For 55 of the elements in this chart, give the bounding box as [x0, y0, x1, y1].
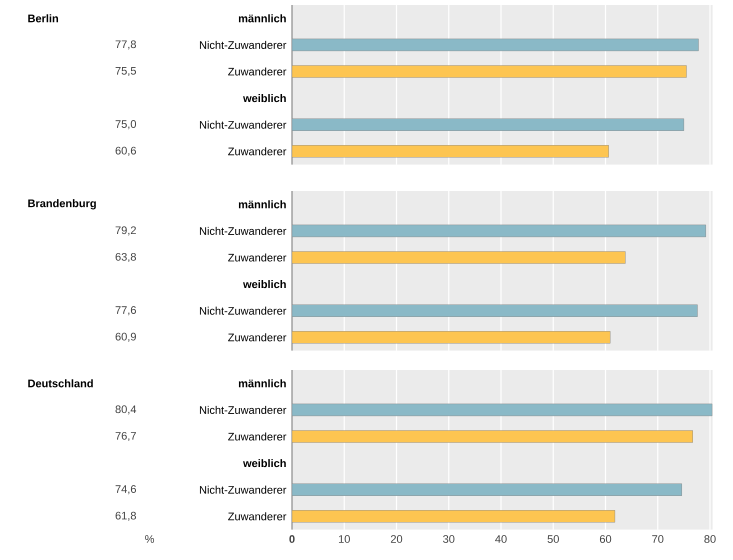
text: Berlin — [28, 14, 58, 22]
bar — [292, 430, 693, 443]
bar — [292, 484, 682, 496]
y-tick-label: Zuwanderer — [228, 512, 286, 520]
y-tick-label: Nicht-Zuwanderer — [200, 226, 286, 235]
x-tick-label: 80 — [704, 535, 716, 543]
data-label: 76,7 — [116, 432, 136, 442]
data-label: 74,6 — [116, 485, 136, 494]
y-tick-label: männlich — [238, 14, 286, 22]
data-label: 75,0 — [116, 120, 136, 130]
x-tick-label: 0 — [289, 535, 295, 543]
bar — [292, 304, 698, 317]
bar — [292, 224, 706, 238]
data-label: 79,2 — [116, 226, 136, 236]
bar — [292, 38, 699, 52]
bar — [292, 404, 712, 416]
data-label: 75,5 — [116, 67, 136, 76]
y-tick-label: Nicht-Zuwanderer — [200, 406, 286, 414]
y-tick-label: weiblich — [243, 459, 286, 468]
bar — [292, 510, 616, 522]
bar — [292, 251, 626, 264]
data-label: 80,4 — [116, 405, 136, 414]
y-tick-label: männlich — [238, 379, 286, 388]
y-tick-label: Nicht-Zuwanderer — [200, 306, 286, 315]
bar — [292, 65, 687, 78]
x-tick-label: 70 — [652, 535, 664, 543]
y-tick-label: Nicht-Zuwanderer — [200, 486, 286, 494]
x-tick-label: 50 — [548, 535, 559, 543]
x-tick-label: 30 — [443, 535, 454, 543]
y-tick-label: weiblich — [243, 94, 286, 102]
text: Deutschland — [28, 379, 93, 388]
data-label: 77,8 — [116, 40, 136, 50]
data-label: 60,6 — [116, 146, 136, 156]
data-label: 77,6 — [116, 306, 136, 316]
bar — [292, 145, 609, 158]
y-tick-label: Nicht-Zuwanderer — [200, 40, 286, 49]
y-tick-label: Zuwanderer — [228, 432, 286, 441]
x-tick-label: 10 — [338, 535, 350, 543]
y-tick-label: Zuwanderer — [228, 67, 286, 76]
x-tick-label: 40 — [495, 535, 507, 543]
y-tick-label: Nicht-Zuwanderer — [200, 120, 286, 129]
data-label: 61,8 — [116, 512, 136, 521]
y-tick-label: Zuwanderer — [228, 253, 286, 262]
y-tick-label: Zuwanderer — [228, 333, 286, 342]
data-label: 63,8 — [116, 252, 136, 262]
text: Brandenburg — [28, 199, 96, 210]
y-tick-label: Zuwanderer — [228, 147, 286, 156]
x-axis-title: % — [145, 535, 154, 543]
bar — [292, 118, 684, 131]
bar — [292, 331, 610, 344]
x-tick-label: 60 — [600, 535, 612, 543]
data-label: 60,9 — [116, 332, 136, 342]
y-tick-label: weiblich — [243, 280, 286, 288]
x-tick-label: 20 — [390, 535, 402, 543]
y-tick-label: männlich — [238, 200, 286, 208]
